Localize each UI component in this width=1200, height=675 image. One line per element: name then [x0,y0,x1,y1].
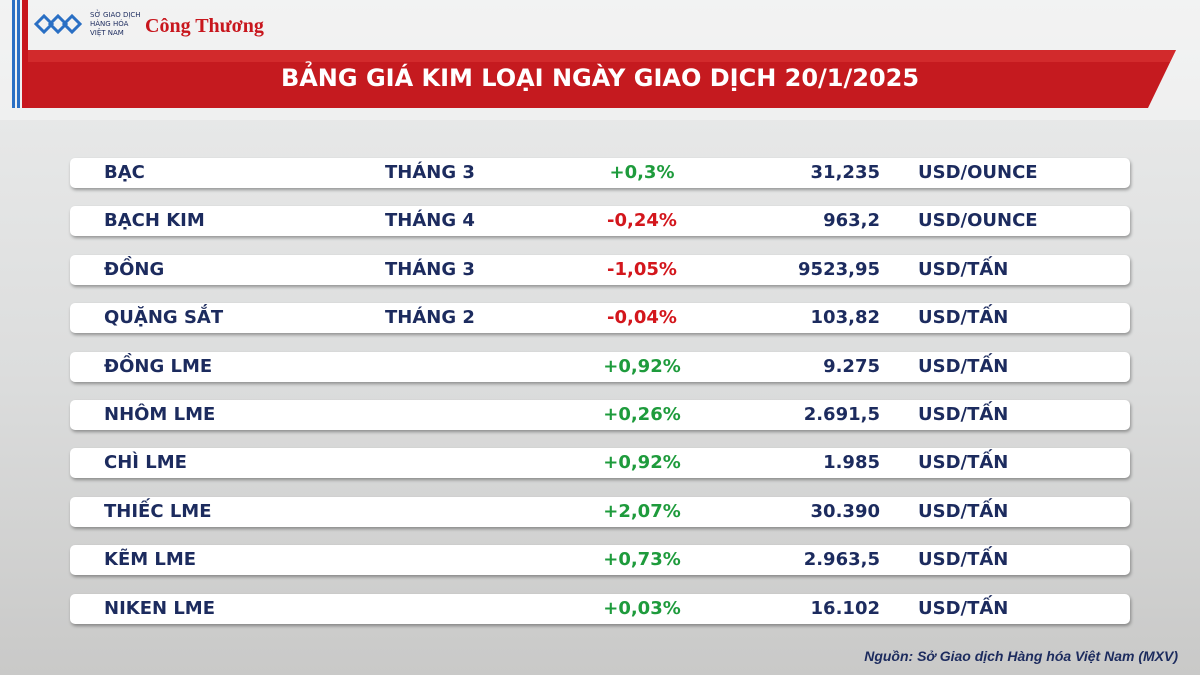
price: 31,235 [810,162,880,183]
contract-month: THÁNG 4 [385,210,475,232]
unit: USD/TẤN [918,307,1009,329]
metal-name: NIKEN LME [104,597,216,619]
metal-name: ĐỒNG [104,258,165,280]
price: 30.390 [810,500,880,522]
price-change: +0,3% [609,162,675,183]
logo-brand: Công Thương [145,15,264,37]
price-change: +0,92% [603,452,681,474]
stripe [22,0,28,108]
price-change: +2,07% [603,500,681,522]
table-row: BẠC THÁNG 3 +0,3% 31,235 USD/OUNCE [70,158,1130,188]
price-change: +0,03% [603,597,681,619]
unit: USD/OUNCE [918,162,1038,183]
price: 1.985 [823,452,880,474]
unit: USD/TẤN [918,549,1009,571]
metal-name: KẼM LME [104,549,197,571]
source: Nguồn: Sở Giao dịch Hàng hóa Việt Nam (M… [864,648,1178,664]
contract-month: THÁNG 3 [385,258,475,280]
table-row: ĐỒNG LME +0,92% 9.275 USD/TẤN [70,351,1130,382]
table-row: NIKEN LME +0,03% 16.102 USD/TẤN [70,593,1130,624]
metal-name: THIẾC LME [104,500,212,522]
header-graphics: SỞ GIAO DỊCH HÀNG HÓA VIỆT NAM Công Thươ… [0,0,1200,120]
stripe [12,0,15,108]
price: 2.691,5 [803,404,880,425]
contract-month: THÁNG 2 [385,307,475,329]
table-row: NHÔM LME +0,26% 2.691,5 USD/TẤN [70,400,1130,430]
price: 103,82 [810,307,880,329]
contract-month: THÁNG 3 [385,162,475,183]
metal-name: BẠCH KIM [104,210,205,232]
unit: USD/TẤN [918,355,1009,377]
logo-org: SỞ GIAO DỊCH [90,9,141,19]
metal-name: QUẶNG SẮT [104,307,224,329]
metal-name: NHÔM LME [104,404,216,425]
logo-org: HÀNG HÓA [90,19,129,28]
metal-name: BẠC [104,162,145,183]
price: 9.275 [823,355,880,377]
stripe [17,0,20,108]
unit: USD/OUNCE [918,210,1038,232]
price-change: -0,04% [607,307,677,329]
table-row: KẼM LME +0,73% 2.963,5 USD/TẤN [70,545,1130,576]
price-change: +0,26% [603,404,681,425]
metal-name: ĐỒNG LME [104,355,213,377]
logo-org: VIỆT NAM [90,28,124,37]
table-row: CHÌ LME +0,92% 1.985 USD/TẤN [70,448,1130,479]
title: BẢNG GIÁ KIM LOẠI NGÀY GIAO DỊCH 20/1/20… [281,59,919,92]
price: 963,2 [823,210,880,232]
table-row: THIẾC LME +2,07% 30.390 USD/TẤN [70,496,1130,527]
title-banner [28,50,1176,108]
price-change: +0,92% [603,355,681,377]
unit: USD/TẤN [918,258,1009,280]
price: 16.102 [810,597,880,619]
price-change: +0,73% [603,549,681,571]
price: 2.963,5 [803,549,880,571]
price-change: -0,24% [607,210,677,232]
table-row: QUẶNG SẮT THÁNG 2 -0,04% 103,82 USD/TẤN [70,303,1130,334]
unit: USD/TẤN [918,452,1009,474]
banner-shine [28,50,1176,62]
logo-icon [33,13,83,35]
unit: USD/TẤN [918,404,1009,425]
price: 9523,95 [798,258,880,280]
metal-name: CHÌ LME [104,452,187,474]
table-row: ĐỒNG THÁNG 3 -1,05% 9523,95 USD/TẤN [70,254,1130,285]
unit: USD/TẤN [918,597,1009,619]
unit: USD/TẤN [918,500,1009,522]
table-row: BẠCH KIM THÁNG 4 -0,24% 963,2 USD/OUNCE [70,206,1130,237]
price-change: -1,05% [607,258,677,280]
